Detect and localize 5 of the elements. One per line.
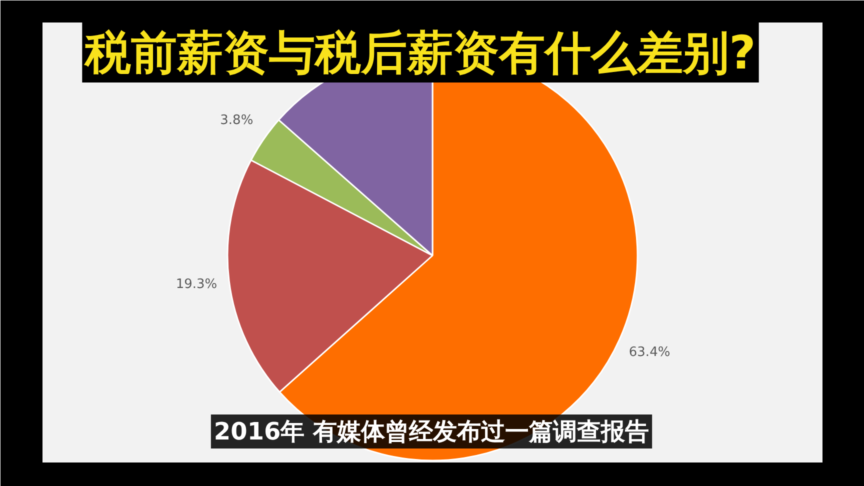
data-label: 19.3% (176, 277, 218, 292)
chart-title: 税前薪资与税后薪资有什么差别? (83, 26, 756, 80)
data-label: 63.4% (628, 345, 670, 360)
text: 2016年 有媒体曾经发布过一篇调查报告 (214, 418, 650, 446)
data-label: 3.8% (220, 113, 254, 128)
